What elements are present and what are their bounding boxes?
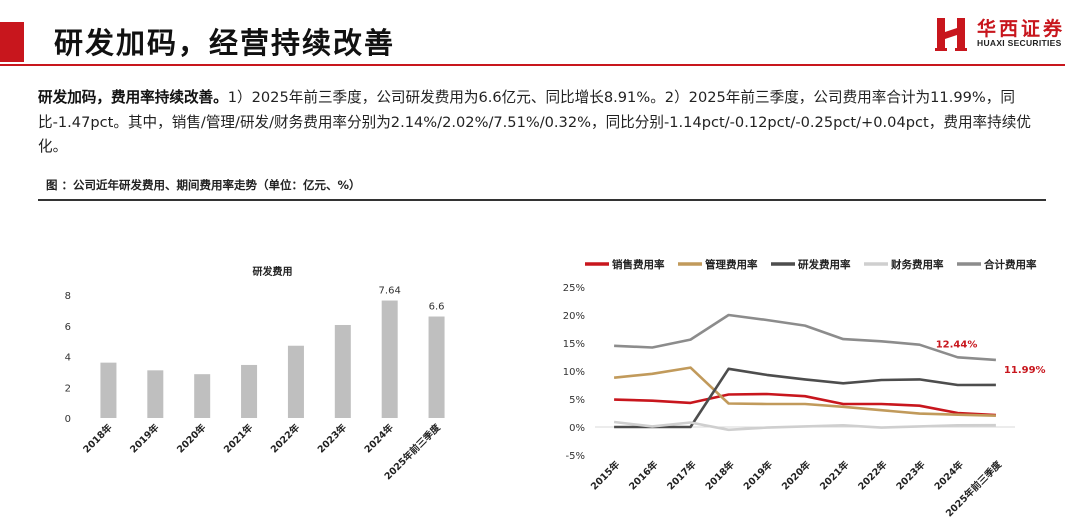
line-x-tick-label: 2019年 [741, 458, 775, 492]
bar-x-tick-label: 2021年 [221, 421, 255, 455]
bar-rd-expense [147, 370, 164, 418]
legend-label: 管理费用率 [705, 258, 758, 271]
figure-divider [38, 199, 1046, 201]
line-y-tick-label: -5% [566, 451, 585, 462]
line-x-tick-label: 2021年 [817, 458, 851, 492]
bar-chart-title: 研发费用 [253, 265, 293, 278]
figure-caption: 图 ：公司近年研发费用、期间费用率走势（单位：亿元、%） [46, 178, 361, 192]
bar-data-label: 6.6 [429, 302, 445, 313]
series-line [614, 313, 996, 362]
legend-label: 财务费用率 [890, 258, 944, 271]
line-annotation-label: 11.99% [1004, 365, 1046, 376]
line-x-tick-label: 2023年 [894, 458, 928, 492]
bar-rd-expense [381, 300, 398, 418]
bar-x-tick-label: 2020年 [174, 421, 208, 455]
line-y-tick-label: 10% [563, 367, 585, 378]
rd-expense-bar-chart: 研发费用 0 2 4 6 8 2018年 2019年 2020年 2021年 2022年 2023年 7… [65, 265, 445, 482]
title-accent-block [0, 22, 24, 62]
line-y-tick-label: 20% [563, 311, 585, 322]
line-y-tick-label: 15% [563, 339, 585, 350]
line-x-tick-label: 2016年 [626, 458, 660, 492]
bar-y-tick-label: 0 [65, 414, 71, 425]
bar-rd-expense [287, 345, 304, 418]
line-y-tick-label: 5% [569, 395, 585, 406]
logo-english-name: HUAXI SECURITIES [977, 38, 1062, 48]
summary-lead: 研发加码，费用率持续改善。 [38, 89, 228, 106]
bar-rd-expense [334, 324, 351, 418]
bar-rd-expense [241, 364, 258, 418]
line-annotation-label: 12.44% [936, 339, 978, 350]
huaxi-logo-mark-icon [935, 18, 967, 51]
line-x-tick-label: 2020年 [779, 458, 813, 492]
expense-ratio-line-chart: 销售费用率 管理费用率 研发费用率 财务费用率 合计费用率 -5% 0% 5% 10% 15% 20… [563, 258, 1046, 518]
series-line [614, 392, 996, 417]
line-x-tick-label: 2018年 [703, 458, 737, 492]
line-x-tick-label: 2015年 [588, 458, 622, 492]
line-y-tick-label: 25% [563, 283, 585, 294]
legend-label: 研发费用率 [798, 258, 851, 271]
bar-data-label: 7.64 [379, 286, 401, 297]
bar-y-tick-label: 2 [65, 383, 71, 394]
legend-label: 合计费用率 [983, 258, 1037, 271]
bar-rd-expense [100, 362, 117, 418]
bar-y-tick-label: 6 [65, 322, 71, 333]
huaxi-logo: 华西证券 HUAXI SECURITIES [935, 14, 1070, 54]
page-title: 研发加码，经营持续改善 [54, 26, 396, 60]
logo-chinese-name: 华西证券 [977, 18, 1066, 40]
bar-y-tick-label: 8 [65, 291, 71, 302]
bar-x-tick-label: 2022年 [268, 421, 302, 455]
bar-y-tick-label: 4 [65, 353, 71, 364]
bar-x-tick-label: 2023年 [315, 421, 349, 455]
line-x-tick-label: 2024年 [932, 458, 966, 492]
line-y-tick-label: 0% [569, 423, 585, 434]
legend-label: 销售费用率 [612, 258, 665, 271]
line-x-tick-label: 2022年 [856, 458, 890, 492]
bar-x-tick-label: 2019年 [128, 421, 162, 455]
series-line [614, 367, 996, 429]
series-line [613, 366, 996, 417]
bar-rd-expense [428, 316, 445, 418]
summary-paragraph: 研发加码，费用率持续改善。1）2025年前三季度，公司研发费用为6.6亿元、同比… [38, 86, 1048, 160]
bar-x-tick-label: 2024年 [362, 421, 396, 455]
line-x-tick-label: 2017年 [665, 458, 699, 492]
series-line [613, 420, 996, 432]
summary-text: 1）2025年前三季度，公司研发费用为6.6亿元、同比增长8.91%。2）202… [38, 89, 1031, 155]
bar-rd-expense [194, 374, 211, 418]
title-divider [0, 64, 1065, 66]
bar-x-tick-label: 2018年 [81, 421, 115, 455]
